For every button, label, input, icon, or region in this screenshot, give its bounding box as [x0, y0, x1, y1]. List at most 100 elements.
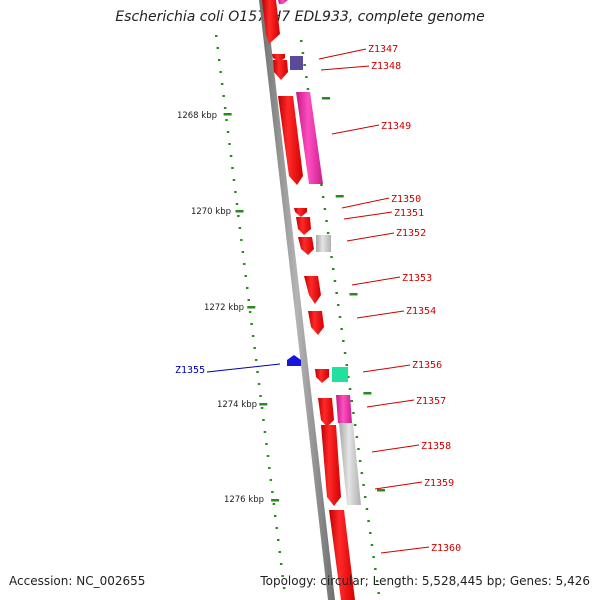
leader-z1354 [356, 310, 405, 319]
gene-feature-z1358 [321, 425, 341, 506]
outer-dot [377, 592, 380, 594]
tick-dot [226, 131, 230, 133]
tick-dot [259, 395, 262, 397]
tick-dot [244, 275, 247, 277]
gene-label-z1353: Z1353 [402, 273, 432, 284]
gene-label-z1359: Z1359 [424, 478, 454, 489]
outer-dot [342, 340, 345, 342]
outer-dot [369, 532, 372, 534]
leader-z1348 [320, 65, 370, 71]
accession-info: Accession: NC_002655 [9, 574, 145, 588]
outer-dot [352, 412, 355, 414]
tick-label-1268: 1268 kbp [177, 111, 217, 121]
accession-value: NC_002655 [76, 574, 146, 588]
tick-dot [266, 455, 270, 457]
tick-label-1270: 1270 kbp [191, 207, 231, 217]
outer-dot [347, 376, 350, 378]
tick-labels: 1268 kbp 1270 kbp 1272 kbp 1274 kbp 1276… [177, 111, 264, 505]
gene-feature-top [262, 0, 280, 44]
tick-dot [246, 287, 249, 289]
outer-dot [360, 472, 364, 474]
outer-major-tick [335, 195, 344, 198]
leader-z1350 [341, 197, 390, 209]
topology-value: circular [320, 574, 365, 588]
tick-label-1274: 1274 kbp [217, 400, 257, 410]
tick-label-1276: 1276 kbp [224, 495, 264, 505]
outer-dot [355, 436, 359, 438]
major-tick [271, 499, 280, 502]
gene-features [262, 0, 361, 600]
tick-dot [222, 95, 225, 97]
gene-feature-z1349 [278, 96, 303, 185]
leader-z1357 [366, 399, 415, 408]
major-tick [235, 210, 244, 213]
outer-dot [367, 520, 370, 522]
tick-dot [271, 491, 274, 493]
outer-dot [332, 268, 335, 270]
outer-dot [353, 424, 357, 426]
tick-dot [265, 443, 268, 445]
tick-dot [235, 203, 239, 205]
major-tick [223, 113, 232, 116]
tick-dot [215, 35, 218, 37]
length-label: Length: [372, 574, 419, 588]
outer-dot [337, 304, 340, 306]
tick-dot [219, 71, 222, 73]
tick-dot [250, 323, 253, 325]
genome-title: Escherichia coli O157:H7 EDL933, complet… [115, 9, 485, 25]
gene-label-z1352: Z1352 [396, 228, 426, 239]
tick-dot [247, 299, 250, 301]
outer-major-tick [363, 392, 372, 395]
gene-feature-z1353 [304, 276, 321, 304]
tick-dot [253, 347, 256, 349]
gene-labels: Z1347 Z1348 Z1349 Z1350 Z1351 Z1352 Z135… [175, 44, 461, 554]
leader-z1353 [351, 276, 401, 286]
tick-dot [281, 575, 284, 577]
outer-dot [345, 364, 348, 366]
major-tick [247, 306, 256, 309]
outer-dot [348, 388, 352, 390]
tick-dot [282, 587, 286, 589]
gene-label-z1360: Z1360 [431, 543, 461, 554]
tick-dot [251, 335, 255, 337]
genes-label: Genes: [509, 574, 552, 588]
leader-z1349 [331, 124, 380, 135]
outer-dot [303, 64, 306, 66]
gene-feature-top-magenta [278, 0, 288, 4]
gene-feature-z1356 [315, 369, 329, 383]
outer-dot [335, 292, 338, 294]
gene-label-z1350: Z1350 [391, 194, 421, 205]
tick-dot [232, 179, 236, 181]
leader-z1359 [374, 481, 423, 490]
tick-dot [243, 263, 246, 265]
gene-label-z1354: Z1354 [406, 306, 436, 317]
tick-dot [238, 227, 242, 229]
gene-feature-z1360 [329, 510, 355, 600]
tick-dot [268, 467, 271, 469]
leader-z1356 [362, 364, 411, 373]
gene-feature-z1356-teal [332, 367, 348, 382]
genes-value: 5,426 [555, 574, 590, 588]
tick-dot [277, 539, 280, 541]
genome-summary: Topology: circular; Length: 5,528,445 bp… [260, 574, 590, 588]
gene-label-z1348: Z1348 [371, 61, 401, 72]
tick-dot [275, 527, 278, 529]
tick-dot [274, 515, 277, 517]
outer-dot [340, 328, 343, 330]
tick-dot [269, 479, 273, 481]
gene-label-z1351: Z1351 [394, 208, 424, 219]
tick-dot [241, 251, 245, 253]
leader-z1360 [380, 546, 430, 554]
tick-dot [272, 503, 276, 505]
outer-dot [321, 196, 325, 198]
major-tick [259, 403, 268, 406]
outer-dot [362, 484, 365, 486]
tick-dot [257, 383, 261, 385]
outer-major-tick [349, 293, 358, 296]
tick-dot [228, 143, 231, 145]
outer-dot [320, 184, 323, 186]
gene-feature-z1350 [294, 208, 307, 217]
tick-dot [237, 215, 240, 217]
leader-z1351 [343, 211, 393, 220]
outer-dot [300, 40, 303, 42]
